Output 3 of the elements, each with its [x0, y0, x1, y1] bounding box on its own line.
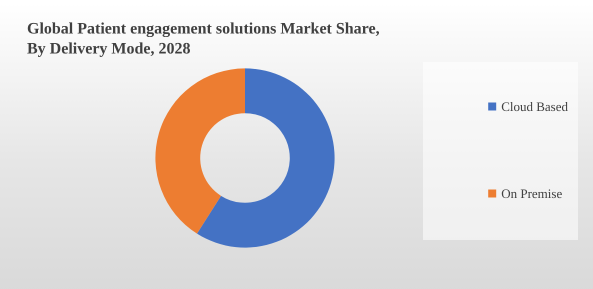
legend-label: On Premise: [501, 186, 562, 201]
legend-label: Cloud Based: [501, 99, 568, 114]
chart-title: Global Patient engagement solutions Market Share, By Delivery Mode, 2028: [27, 20, 380, 58]
